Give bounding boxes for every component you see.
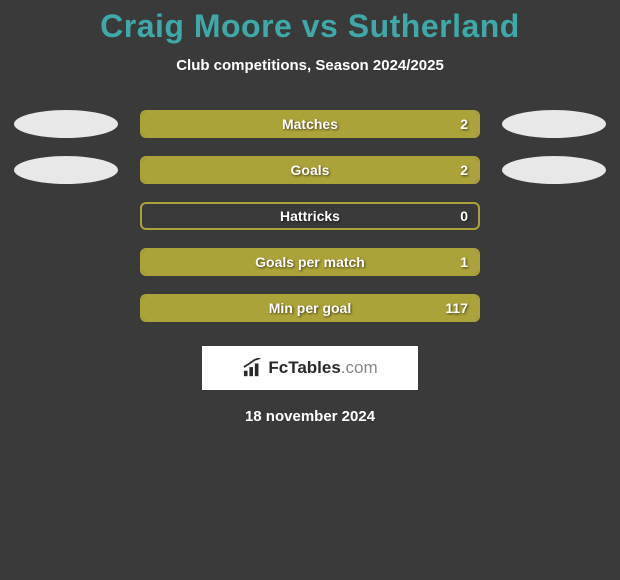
stat-bar: Goals 2 (140, 156, 480, 184)
right-spacer (502, 248, 606, 276)
right-spacer (502, 202, 606, 230)
date-text: 18 november 2024 (0, 408, 620, 425)
stat-label: Hattricks (280, 208, 340, 224)
right-ellipse (502, 156, 606, 184)
stat-value: 117 (445, 300, 468, 316)
stat-row: Goals per match 1 (0, 248, 620, 276)
vs-text: vs (302, 8, 339, 44)
left-spacer (14, 202, 118, 230)
stat-row: Goals 2 (0, 156, 620, 184)
subtitle: Club competitions, Season 2024/2025 (0, 57, 620, 74)
player2-name: Sutherland (348, 8, 520, 44)
stat-row: Min per goal 117 (0, 294, 620, 322)
logo-text: FcTables.com (268, 358, 377, 378)
left-spacer (14, 294, 118, 322)
left-ellipse (14, 110, 118, 138)
stat-bar: Goals per match 1 (140, 248, 480, 276)
left-ellipse (14, 156, 118, 184)
stat-label: Min per goal (269, 300, 351, 316)
stat-value: 2 (460, 162, 468, 178)
left-spacer (14, 248, 118, 276)
comparison-widget: Craig Moore vs Sutherland Club competiti… (0, 0, 620, 425)
stat-row: Matches 2 (0, 110, 620, 138)
title: Craig Moore vs Sutherland (0, 8, 620, 45)
logo-tld: .com (341, 358, 378, 377)
stat-value: 1 (460, 254, 468, 270)
stat-value: 0 (460, 208, 468, 224)
stat-label: Matches (282, 116, 338, 132)
stat-label: Goals per match (255, 254, 365, 270)
logo-brand: FcTables (268, 358, 340, 377)
right-spacer (502, 294, 606, 322)
stat-bar: Matches 2 (140, 110, 480, 138)
stat-bar: Hattricks 0 (140, 202, 480, 230)
logo-box: FcTables.com (202, 346, 418, 390)
right-ellipse (502, 110, 606, 138)
player1-name: Craig Moore (100, 8, 292, 44)
stat-bar: Min per goal 117 (140, 294, 480, 322)
stat-value: 2 (460, 116, 468, 132)
stat-row: Hattricks 0 (0, 202, 620, 230)
stats-rows: Matches 2 Goals 2 Hattricks 0 Goals per match 1… (0, 110, 620, 322)
stat-label: Goals (291, 162, 330, 178)
bars-chart-icon (242, 358, 264, 378)
